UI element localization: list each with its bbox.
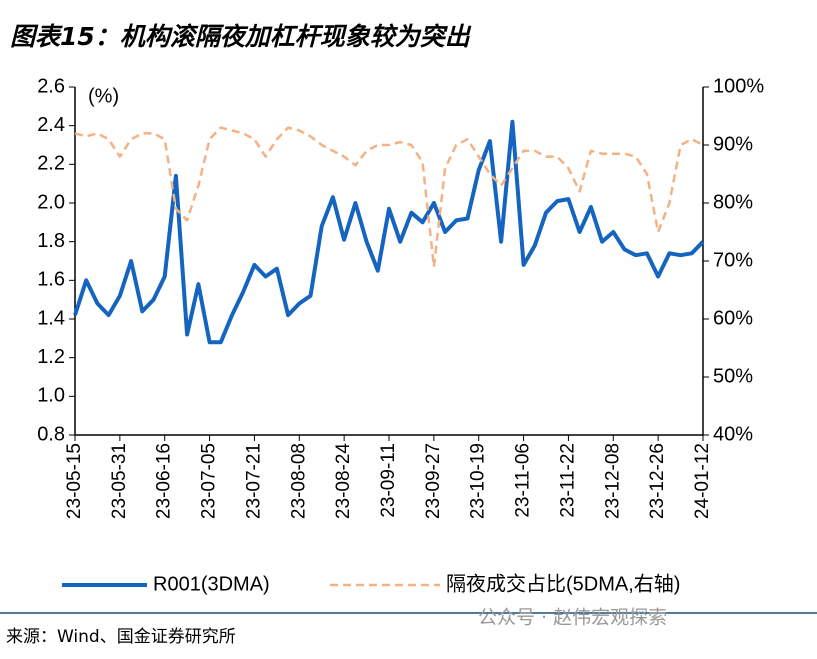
y-tick-label: 1.2: [37, 346, 65, 368]
x-tick-label: 23-08-24: [333, 443, 354, 519]
y2-tick-label: 60%: [713, 307, 753, 329]
y2-tick-label: 80%: [713, 191, 753, 213]
series-line: [73, 119, 705, 345]
x-tick-label: 23-05-15: [64, 443, 85, 519]
legend-label: 隔夜成交占比(5DMA,右轴): [446, 572, 680, 595]
y2-tick-label: 70%: [713, 249, 753, 271]
x-tick-label: 23-12-26: [647, 443, 668, 519]
watermark: 公众号 · 赵伟宏观探索: [478, 607, 667, 629]
x-tick-label: 23-06-16: [154, 443, 175, 519]
x-tick-label: 23-10-19: [468, 443, 489, 519]
x-tick-label: 23-12-08: [602, 443, 623, 519]
legend-label: R001(3DMA): [153, 573, 270, 595]
x-tick-label: 23-08-08: [288, 443, 309, 519]
series-line: [74, 126, 704, 269]
annotation: (%): [88, 85, 119, 107]
y2-tick-label: 100%: [713, 75, 764, 97]
x-tick-label: 23-05-31: [109, 443, 130, 519]
x-tick-label: 23-11-22: [557, 443, 578, 518]
y-tick-label: 1.8: [37, 230, 65, 252]
chart-title: 图表15：机构滚隔夜加杠杆现象较为突出: [10, 22, 472, 51]
x-tick-label: 23-11-06: [513, 443, 534, 518]
y-tick-label: 2.2: [37, 153, 65, 175]
y-tick-label: 1.6: [37, 269, 65, 291]
x-tick-label: 24-01-12: [692, 443, 713, 519]
y-tick-label: 2.0: [37, 191, 65, 213]
y-tick-label: 1.0: [37, 385, 65, 407]
x-tick-label: 23-07-21: [243, 443, 264, 519]
source: 来源：Wind、国金证券研究所: [6, 627, 236, 647]
x-tick-label: 23-09-27: [423, 443, 444, 519]
x-tick-label: 23-09-11: [378, 443, 399, 518]
y-tick-label: 1.4: [37, 307, 65, 329]
y-tick-label: 0.8: [37, 423, 65, 445]
y2-tick-label: 50%: [713, 365, 753, 387]
x-tick-label: 23-07-05: [199, 443, 220, 519]
y-tick-label: 2.6: [37, 75, 65, 97]
y-tick-label: 2.4: [37, 114, 65, 136]
y2-tick-label: 90%: [713, 133, 753, 155]
y2-tick-label: 40%: [713, 423, 753, 445]
